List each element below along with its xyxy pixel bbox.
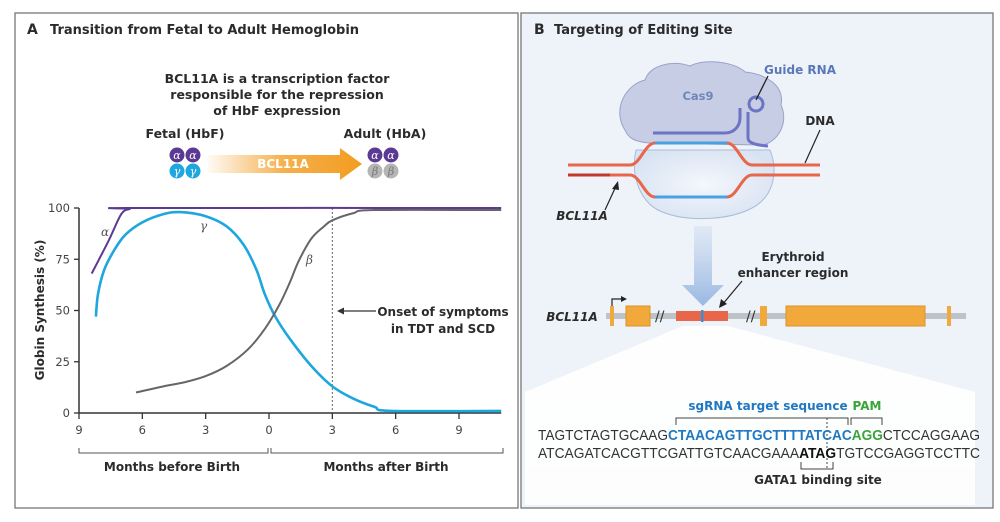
exon	[625, 305, 651, 327]
panel-a-letter: A	[27, 22, 38, 38]
sequence-top-strand: TAGTCTAGTGCAAGCTAACAGTTGCTTTTATCACAGGCTC…	[538, 428, 980, 444]
gamma-symbol: γ	[190, 165, 197, 178]
x-tick-label: 0	[265, 423, 272, 437]
description-line-3: of HbF expression	[213, 103, 340, 118]
guide-rna	[653, 95, 769, 148]
dna-gene-label: BCL11A	[556, 209, 608, 223]
enhancer-label-line-1: Erythroid	[761, 250, 824, 264]
y-tick-label: 100	[48, 201, 70, 215]
x-tick-label: 6	[392, 423, 399, 437]
series-label-gamma: γ	[200, 219, 208, 233]
beta-symbol: β	[371, 165, 378, 178]
panel-b-title: Targeting of Editing Site	[554, 23, 733, 38]
y-tick-label: 75	[55, 252, 70, 266]
alpha-symbol: α	[189, 149, 197, 162]
y-tick-label: 50	[55, 304, 70, 318]
fetal-hemoglobin-icon: α α γ γ	[169, 147, 201, 179]
exon	[610, 306, 614, 326]
arrow-icon	[612, 181, 619, 190]
annotation-line-1: Onset of symptoms	[377, 305, 508, 319]
y-axis-label: Globin Synthesis (%)	[33, 240, 47, 381]
x-tick-label: 9	[75, 423, 82, 437]
onset-annotation: Onset of symptoms in TDT and SCD	[337, 305, 509, 336]
pam-sequence: AGG	[852, 428, 883, 444]
dna-strands	[568, 141, 820, 199]
alpha-symbol: α	[173, 149, 181, 162]
break-icon: //	[655, 309, 665, 325]
series-label-alpha: α	[101, 225, 109, 239]
series-line-alpha	[90, 206, 502, 275]
sequence-bottom-strand: ATCAGATCACGTTCGATTGTCAACGAAAATAGTGTCCGAG…	[538, 446, 980, 462]
cas9-lower-lobe	[633, 149, 775, 220]
panel-b: B Targeting of Editing Site Cas9 Guide R…	[520, 12, 994, 509]
beta-symbol: β	[387, 165, 394, 178]
promoter-arrow-icon	[611, 298, 624, 306]
zoom-fan	[525, 326, 975, 505]
exon	[785, 305, 926, 327]
break-icon: //	[746, 309, 756, 325]
gata1-label: GATA1 binding site	[754, 473, 882, 487]
guide-rna-pointer	[755, 75, 769, 101]
gene-map: // //	[606, 296, 966, 327]
x-tick-label: 3	[329, 423, 336, 437]
exon	[760, 306, 767, 326]
arrow-icon	[719, 299, 727, 308]
y-tick-label: 0	[63, 406, 70, 420]
panel-b-letter: B	[534, 22, 545, 38]
alpha-symbol: α	[371, 149, 379, 162]
fetal-label: Fetal (HbF)	[146, 126, 225, 141]
enhancer-pointer	[721, 280, 743, 306]
arrow-left-icon	[337, 307, 344, 315]
sequence-brackets	[675, 417, 883, 470]
enhancer-label-line-2: enhancer region	[738, 266, 849, 280]
description-line-2: responsible for the repression	[170, 87, 383, 102]
annotation-line-2: in TDT and SCD	[391, 322, 495, 336]
series-line-beta	[135, 208, 502, 394]
gene-map-label: BCL11A	[546, 310, 598, 324]
y-tick-label: 25	[55, 355, 70, 369]
panel-a-title: Transition from Fetal to Adult Hemoglobi…	[50, 23, 359, 38]
sgrna-label: sgRNA target sequence	[688, 399, 847, 413]
panel-a: A Transition from Fetal to Adult Hemoglo…	[14, 12, 519, 509]
alpha-symbol: α	[387, 149, 395, 162]
months-before-birth-label: Months before Birth	[104, 460, 240, 474]
globin-chart: Globin Synthesis (%) 0 25 50 75 100 9 6 3 0 3 6 9 α…	[33, 201, 509, 474]
x-tick-label: 3	[202, 423, 209, 437]
series-line-gamma	[94, 210, 502, 413]
months-after-birth-label: Months after Birth	[323, 460, 448, 474]
arrow-label: BCL11A	[257, 157, 309, 171]
cas9-label: Cas9	[682, 89, 713, 103]
series-label-beta: β	[305, 253, 313, 267]
pam-label: PAM	[853, 399, 882, 413]
dna-label: DNA	[805, 114, 835, 128]
x-tick-label: 9	[455, 423, 462, 437]
description-line-1: BCL11A is a transcription factor	[165, 71, 391, 86]
x-tick-label: 6	[139, 423, 146, 437]
exon	[947, 306, 951, 326]
gata1-sequence: ATAG	[799, 446, 836, 462]
period-brackets	[78, 448, 504, 454]
sgrna-sequence: CTAACAGTTGCTTTTATCAC	[668, 428, 852, 444]
bcl11a-arrow: BCL11A	[208, 148, 362, 180]
gamma-symbol: γ	[174, 165, 181, 178]
adult-hemoglobin-icon: α α β β	[367, 147, 399, 179]
dna-pointer	[804, 129, 821, 164]
target-site	[701, 310, 704, 322]
arrow-down-icon	[682, 226, 724, 306]
guide-rna-label: Guide RNA	[764, 63, 837, 77]
adult-label: Adult (HbA)	[344, 126, 427, 141]
